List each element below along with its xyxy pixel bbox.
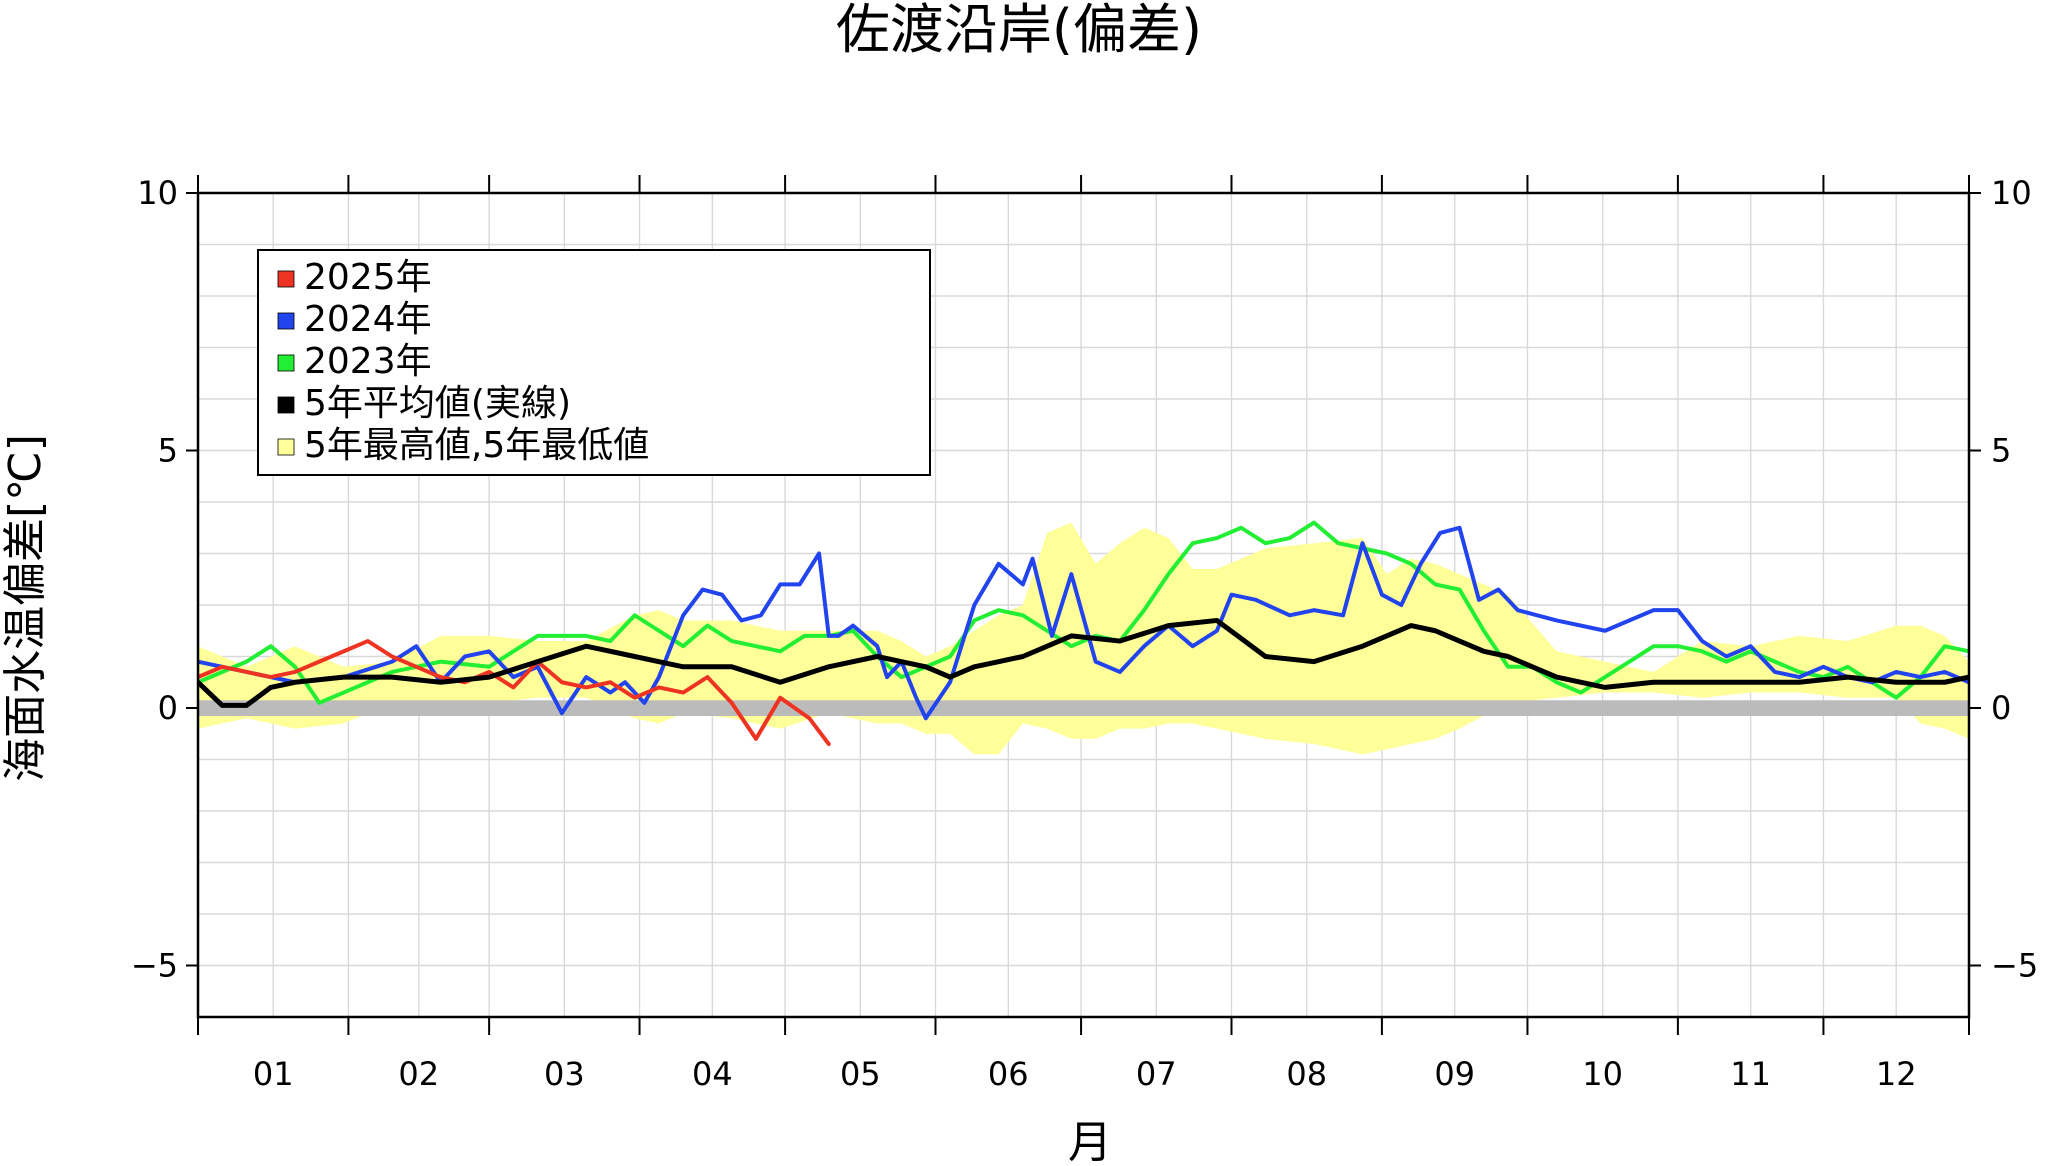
- x-tick-label-month: 02: [398, 1055, 439, 1093]
- legend-swatch: [277, 270, 295, 288]
- legend-swatch: [277, 396, 295, 414]
- x-tick-label-month: 10: [1582, 1055, 1623, 1093]
- legend-entry-label: 5年平均値(実線): [304, 383, 571, 424]
- y-tick-label-right: −5: [1991, 947, 2038, 985]
- plot-content: [198, 520, 1969, 755]
- legend-swatch: [277, 438, 295, 456]
- y-tick-label-right: 5: [1991, 432, 2011, 470]
- x-tick-label-month: 05: [840, 1055, 881, 1093]
- x-axis-label: 月: [1068, 1117, 1112, 1166]
- legend-entry-label: 2024年: [304, 299, 432, 340]
- y-tick-label-right: 10: [1991, 174, 2032, 212]
- y-tick-label-left: −5: [131, 947, 178, 985]
- y-tick-label-left: 5: [158, 432, 178, 470]
- series-line-2023: [198, 520, 1969, 705]
- x-tick-label-month: 11: [1730, 1055, 1771, 1093]
- x-tick-label-month: 04: [692, 1055, 733, 1093]
- chart-title: 佐渡沿岸(偏差): [836, 0, 1202, 61]
- x-tick-label-month: 06: [988, 1055, 1029, 1093]
- legend-swatch: [277, 312, 295, 330]
- legend-entry-label: 2025年: [304, 257, 432, 298]
- legend-box: [257, 249, 931, 476]
- x-tick-label-month: 07: [1136, 1055, 1177, 1093]
- x-tick-label-month: 08: [1286, 1055, 1327, 1093]
- series-line-five-year-mean: [198, 617, 1969, 708]
- y-tick-label-left: 10: [137, 174, 178, 212]
- series-line-2025: [198, 639, 831, 747]
- x-tick-label-month: 09: [1434, 1055, 1475, 1093]
- plot-frame: [196, 191, 1971, 1019]
- legend-entry-label: 2023年: [304, 341, 432, 382]
- y-axis-label: 海面水温偏差[℃]: [0, 434, 51, 782]
- y-tick-label-left: 0: [158, 689, 178, 727]
- y-tick-label-right: 0: [1991, 689, 2011, 727]
- x-tick-label-month: 01: [253, 1055, 294, 1093]
- legend-entry-label: 5年最高値,5年最低値: [304, 425, 649, 466]
- x-tick-label-month: 12: [1876, 1055, 1917, 1093]
- zero-reference-band: [198, 700, 1969, 716]
- x-tick-label-month: 03: [544, 1055, 585, 1093]
- legend-swatch: [277, 354, 295, 372]
